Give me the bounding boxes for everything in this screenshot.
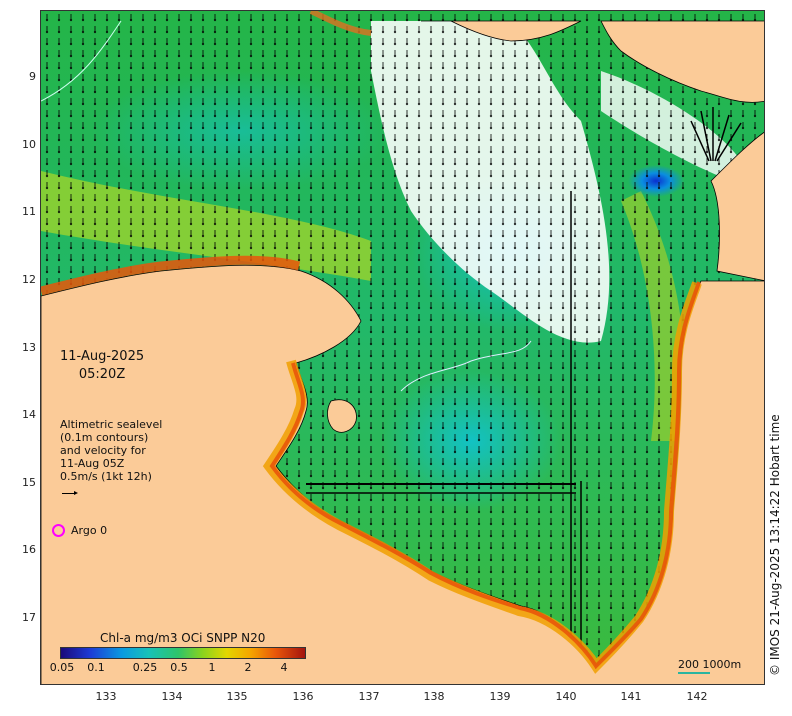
island-groote xyxy=(327,399,357,433)
colorbar-tick: 0.1 xyxy=(87,661,105,674)
lon-tick-138: 138 xyxy=(423,690,445,703)
argo-label: Argo 0 xyxy=(71,524,108,537)
colorbar-tick: 2 xyxy=(244,661,252,674)
lat-tick-17: 17 xyxy=(22,611,36,624)
lat-tick-11: 11 xyxy=(22,205,36,218)
land-north-fringe xyxy=(309,11,372,36)
lat-tick-15: 15 xyxy=(22,476,36,489)
sealevel-contour xyxy=(41,20,122,102)
colorbar-tick: 0.5 xyxy=(170,661,188,674)
colorbar-tick: 4 xyxy=(280,661,288,674)
lat-tick-14: 14 xyxy=(22,408,36,421)
lon-tick-136: 136 xyxy=(292,690,314,703)
argo-circle-icon xyxy=(52,524,65,537)
legend-line: (0.1m contours) xyxy=(60,431,149,444)
map-panel xyxy=(40,10,765,685)
lon-tick-142: 142 xyxy=(686,690,708,703)
legend-line: 11-Aug 05Z xyxy=(60,457,125,470)
depth-scale-bar xyxy=(678,672,710,674)
lon-tick-137: 137 xyxy=(358,690,380,703)
lon-tick-139: 139 xyxy=(489,690,511,703)
lon-tick-134: 134 xyxy=(161,690,183,703)
legend-line: 0.5m/s (1kt 12h) xyxy=(60,470,152,483)
map-date: 11-Aug-2025 xyxy=(60,349,145,364)
argo-legend: Argo 0 xyxy=(52,524,107,537)
depth-scale-label: 200 1000m xyxy=(678,658,742,671)
colorbar-tick: 1 xyxy=(208,661,216,674)
lon-tick-135: 135 xyxy=(226,690,248,703)
land-cape-york xyxy=(710,131,764,282)
lon-tick-133: 133 xyxy=(95,690,117,703)
colorbar-title: Chl-a mg/m3 OCi SNPP N20 xyxy=(100,631,266,645)
land-north xyxy=(421,20,582,42)
sealevel-contour xyxy=(400,340,532,392)
colorbar-tick: 0.25 xyxy=(132,661,158,674)
chlorophyll-map xyxy=(41,11,764,684)
lat-tick-13: 13 xyxy=(22,341,36,354)
map-time: 05:20Z xyxy=(78,367,126,382)
lat-tick-10: 10 xyxy=(22,138,36,151)
colorbar-tick: 0.05 xyxy=(49,661,75,674)
coastal-fringe xyxy=(269,281,701,670)
strong-current-burst xyxy=(690,107,742,162)
lon-tick-140: 140 xyxy=(555,690,577,703)
velocity-legend: Altimetric sealevel (0.1m contours) and … xyxy=(60,418,162,499)
velocity-arrow-icon xyxy=(62,490,78,495)
legend-line: Altimetric sealevel xyxy=(60,418,163,431)
legend-line: and velocity for xyxy=(60,444,146,457)
coastal-fringe xyxy=(41,255,301,296)
lat-tick-9: 9 xyxy=(29,70,36,83)
timestamp-block: 11-Aug-2025 05:20Z xyxy=(60,348,144,384)
lon-tick-141: 141 xyxy=(620,690,642,703)
lat-tick-12: 12 xyxy=(22,273,36,286)
credit-text: © IMOS 21-Aug-2025 13:14:22 Hobart time xyxy=(768,414,782,676)
land-north xyxy=(600,20,764,103)
lat-tick-16: 16 xyxy=(22,543,36,556)
colorbar xyxy=(60,647,306,659)
